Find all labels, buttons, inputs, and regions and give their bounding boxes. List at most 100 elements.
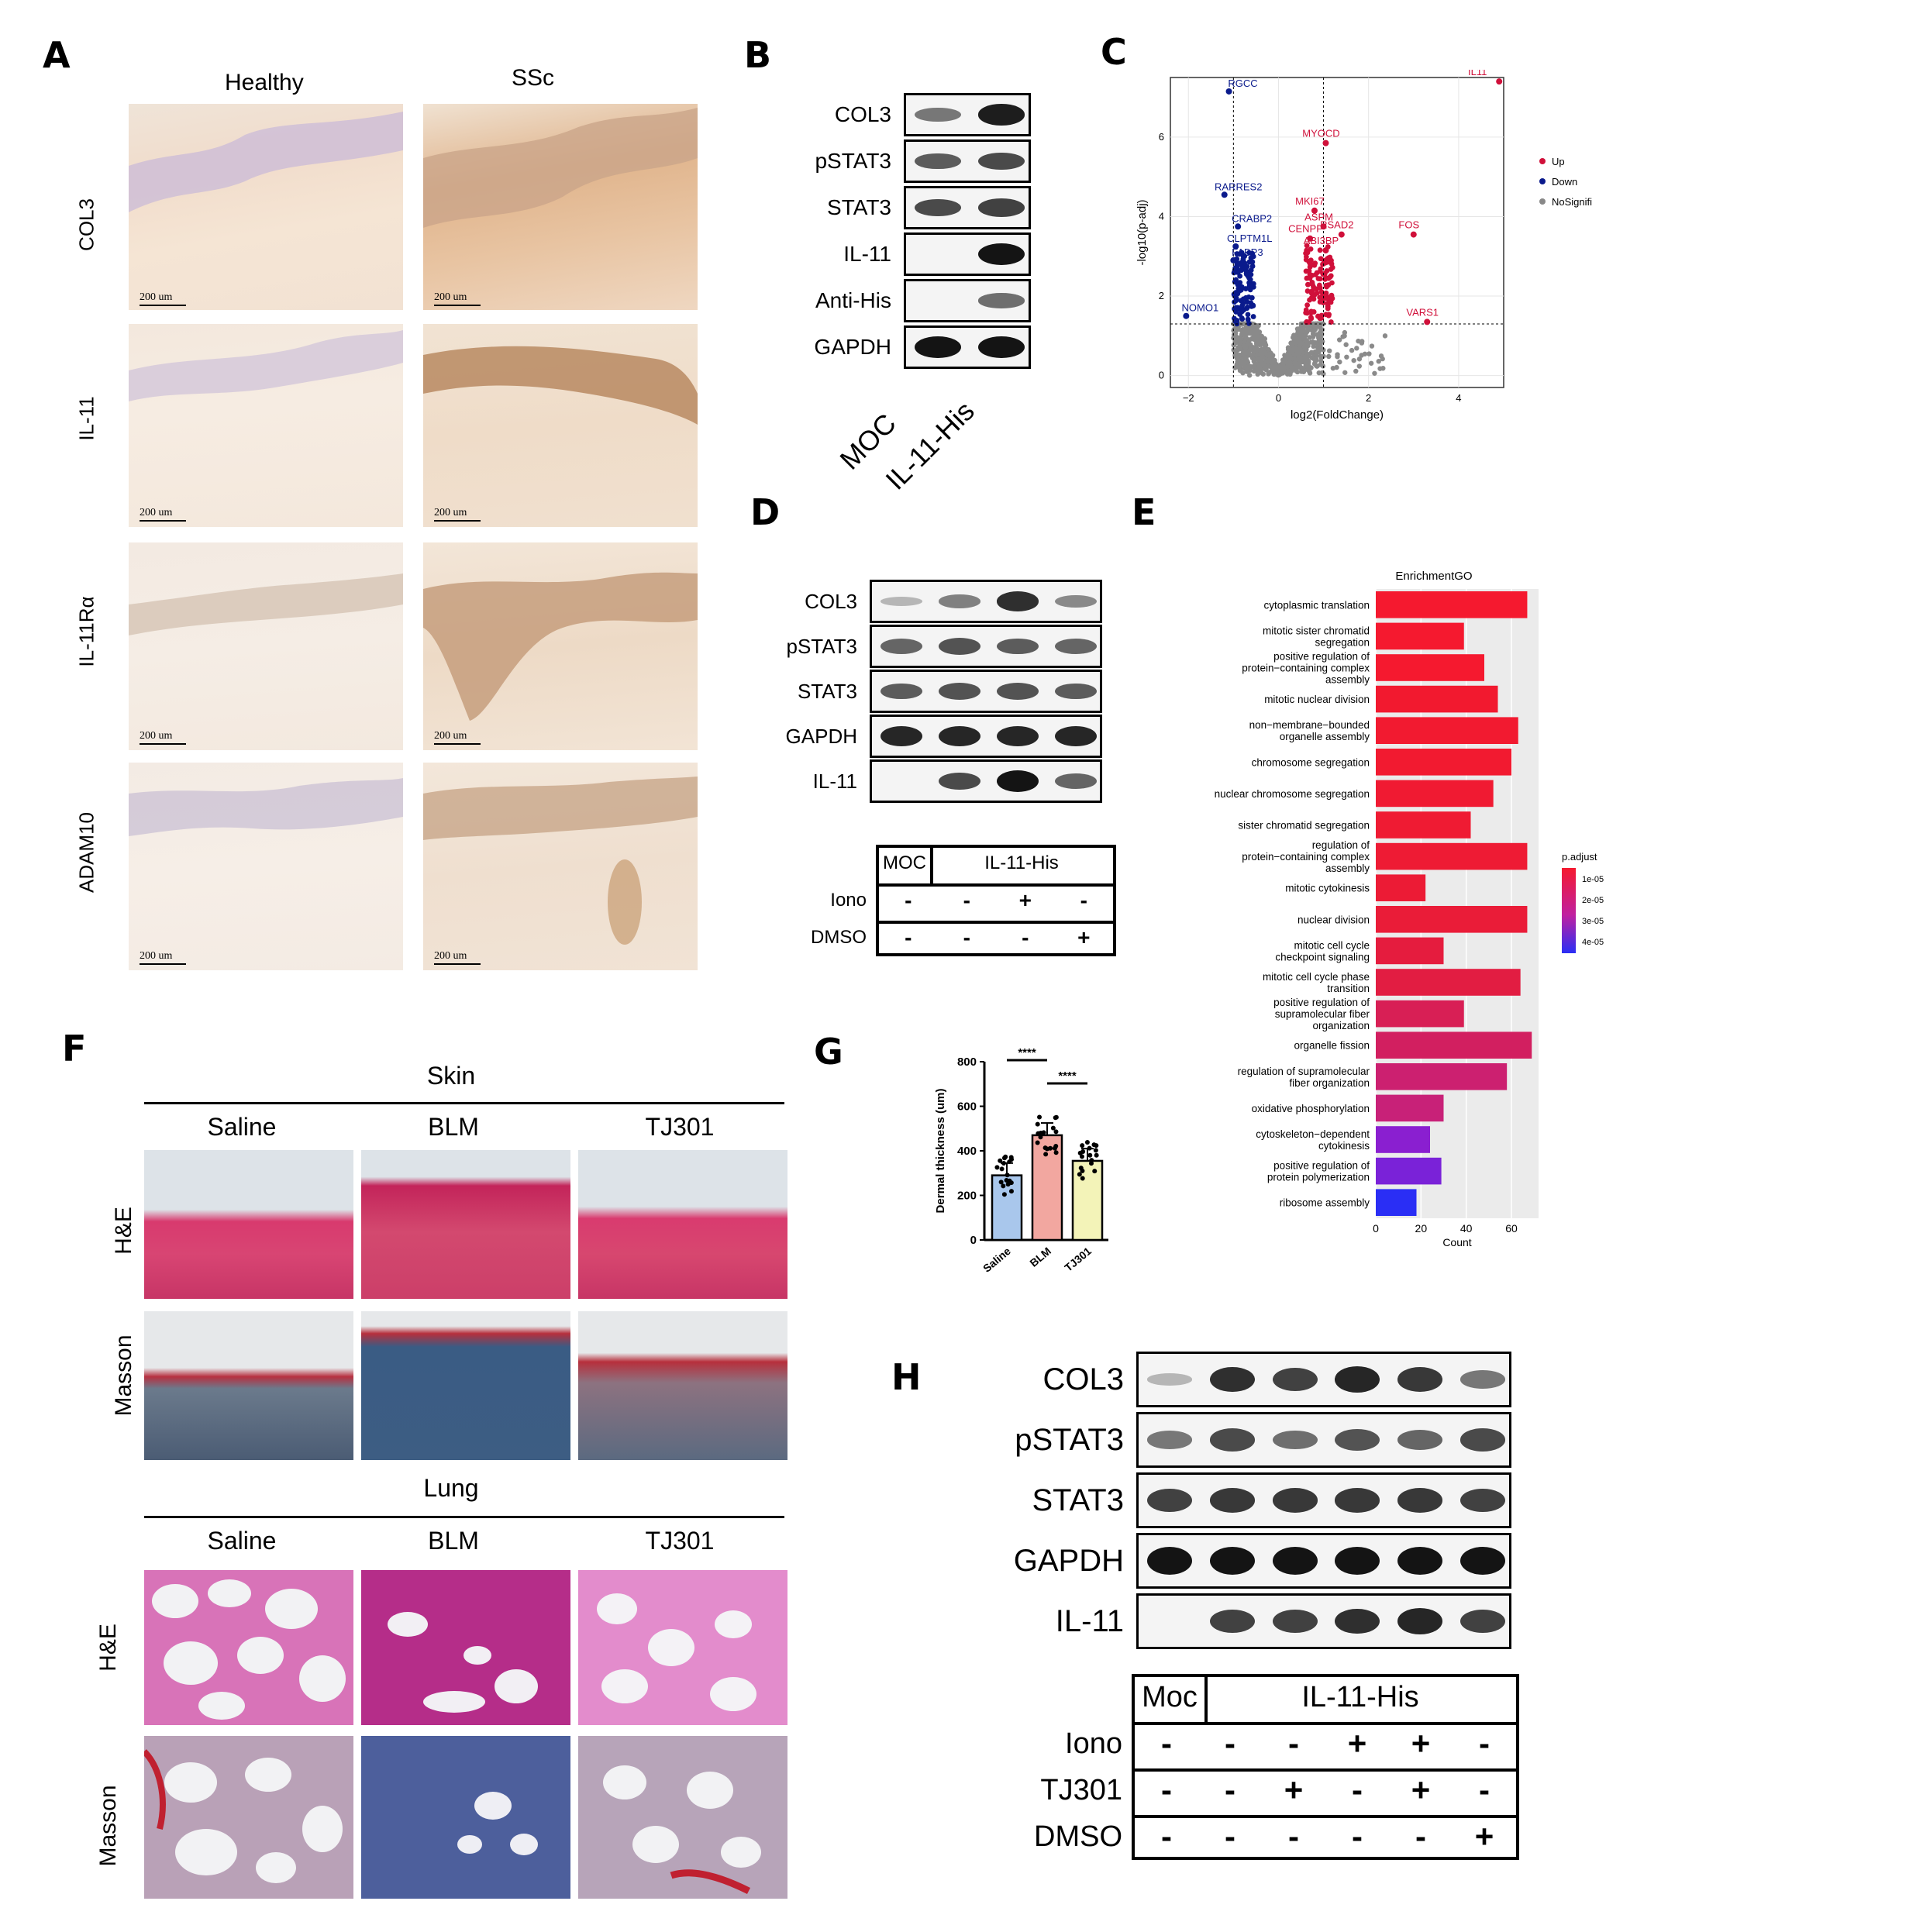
point-nosignifi xyxy=(1356,356,1363,362)
point-nosignifi xyxy=(1288,340,1294,346)
data-point xyxy=(1084,1139,1090,1145)
blot-band xyxy=(978,152,1025,170)
y-tick-label: 200 xyxy=(957,1190,977,1203)
group-label-blm: BLM xyxy=(428,1113,479,1141)
blot-strip xyxy=(870,759,1102,803)
blot-band xyxy=(938,594,980,608)
row-label-col3: COL3 xyxy=(74,198,98,251)
blot-band xyxy=(1459,1488,1505,1513)
bar xyxy=(1376,1189,1417,1216)
treatment-sign: - xyxy=(963,925,970,949)
treatment-table-d: MOC IL-11-His - - + - - - - + Iono DMSO xyxy=(775,845,1116,959)
point-down xyxy=(1245,316,1251,322)
point-down xyxy=(1233,277,1239,283)
gene-label-up: FOS xyxy=(1398,219,1419,231)
point-down xyxy=(1235,282,1241,288)
histology-lung-masson-tj301 xyxy=(578,1736,787,1899)
point-down xyxy=(1232,293,1238,299)
bar xyxy=(1376,842,1528,870)
blot-band xyxy=(1054,725,1097,747)
point-nosignifi xyxy=(1279,368,1284,374)
il11-his-label: IL-11-His xyxy=(984,852,1059,873)
point-nosignifi xyxy=(1237,360,1242,365)
treatment-table-h: Moc IL-11-His - - - + + - - - + - + - - - - - - + Iono TJ301 D… xyxy=(1008,1674,1519,1868)
group-label-tj301: TJ301 xyxy=(645,1527,715,1555)
blot-band xyxy=(938,725,980,747)
point-nosignifi xyxy=(1372,370,1377,376)
category-label: cytoplasmic translation xyxy=(1263,599,1370,611)
blot-band xyxy=(1335,1547,1380,1575)
blot-band xyxy=(1272,1609,1318,1634)
point-up xyxy=(1496,78,1503,85)
point-up xyxy=(1317,247,1323,253)
point-nosignifi xyxy=(1343,342,1349,347)
point-nosignifi xyxy=(1287,346,1293,353)
significance-label: **** xyxy=(1018,1046,1036,1059)
group-label-saline: Saline xyxy=(207,1113,277,1141)
data-point xyxy=(1093,1148,1098,1153)
treatment-sign: - xyxy=(905,925,912,949)
point-up xyxy=(1410,231,1417,238)
point-down xyxy=(1234,318,1240,323)
x-tick-label: 20 xyxy=(1415,1222,1428,1235)
point-nosignifi xyxy=(1330,365,1336,371)
treatment-row-label: TJ301 xyxy=(1040,1774,1122,1806)
blot-row-label: STAT3 xyxy=(797,680,857,703)
point-nosignifi xyxy=(1335,352,1340,357)
blot-band xyxy=(1272,1367,1318,1392)
point-nosignifi xyxy=(1251,325,1256,331)
point-nosignifi xyxy=(1321,347,1326,353)
blot-band xyxy=(1335,1488,1380,1513)
dermal-thickness-chart: 0 200 400 600 800 Dermal thickness (um) Saline… xyxy=(934,1046,1108,1275)
point-nosignifi xyxy=(1297,339,1302,345)
treatment-sign: - xyxy=(1352,1818,1363,1855)
point-down xyxy=(1237,288,1243,294)
point-nosignifi xyxy=(1342,370,1348,375)
point-up xyxy=(1307,235,1314,242)
point-nosignifi xyxy=(1235,336,1240,343)
y-axis-label: Dermal thickness (um) xyxy=(934,1089,947,1214)
blot-row-label: pSTAT3 xyxy=(815,149,891,173)
category-label: positive regulation of xyxy=(1273,997,1370,1008)
point-up xyxy=(1307,297,1312,303)
gene-label-down: CRABP2 xyxy=(1232,212,1272,224)
category-label: positive regulation of xyxy=(1273,651,1370,663)
point-down xyxy=(1244,263,1250,270)
blot-band xyxy=(996,725,1039,747)
blot-band xyxy=(1459,1370,1505,1389)
histology-healthy-adam10: 200 um xyxy=(129,763,403,970)
legend-tick-label: 4e-05 xyxy=(1582,938,1604,947)
point-nosignifi xyxy=(1311,328,1317,333)
point-up xyxy=(1304,319,1310,325)
divider xyxy=(1135,1815,1516,1818)
point-down xyxy=(1221,191,1228,198)
histology-ssc-il11: 200 um xyxy=(423,324,698,527)
histology-ssc-col3: 200 um xyxy=(423,104,698,310)
category-label: nuclear division xyxy=(1298,914,1370,925)
data-point xyxy=(1080,1168,1085,1173)
scale-bar: 200 um xyxy=(140,730,186,745)
data-point xyxy=(1042,1145,1048,1151)
category-label: segregation xyxy=(1315,636,1370,648)
x-tick-label: 2 xyxy=(1366,392,1371,404)
point-down xyxy=(1246,250,1252,256)
point-up xyxy=(1328,319,1334,325)
point-nosignifi xyxy=(1340,334,1346,339)
point-down xyxy=(1240,301,1246,306)
point-up xyxy=(1309,288,1315,294)
blot-band xyxy=(1209,1488,1256,1513)
bar xyxy=(1376,591,1528,618)
blot-band xyxy=(978,198,1025,217)
point-nosignifi xyxy=(1326,353,1332,360)
category-label: protein−containing complex xyxy=(1242,851,1370,863)
x-tick-label: 40 xyxy=(1460,1222,1473,1235)
blot-row-label: COL3 xyxy=(834,102,891,126)
point-nosignifi xyxy=(1243,335,1249,340)
point-up xyxy=(1304,288,1311,294)
bar xyxy=(1376,717,1518,744)
point-down xyxy=(1234,251,1240,257)
legend-title: p.adjust xyxy=(1562,851,1597,863)
point-up xyxy=(1324,268,1330,274)
column-label-ssc: SSc xyxy=(512,65,555,91)
point-up xyxy=(1325,303,1331,309)
